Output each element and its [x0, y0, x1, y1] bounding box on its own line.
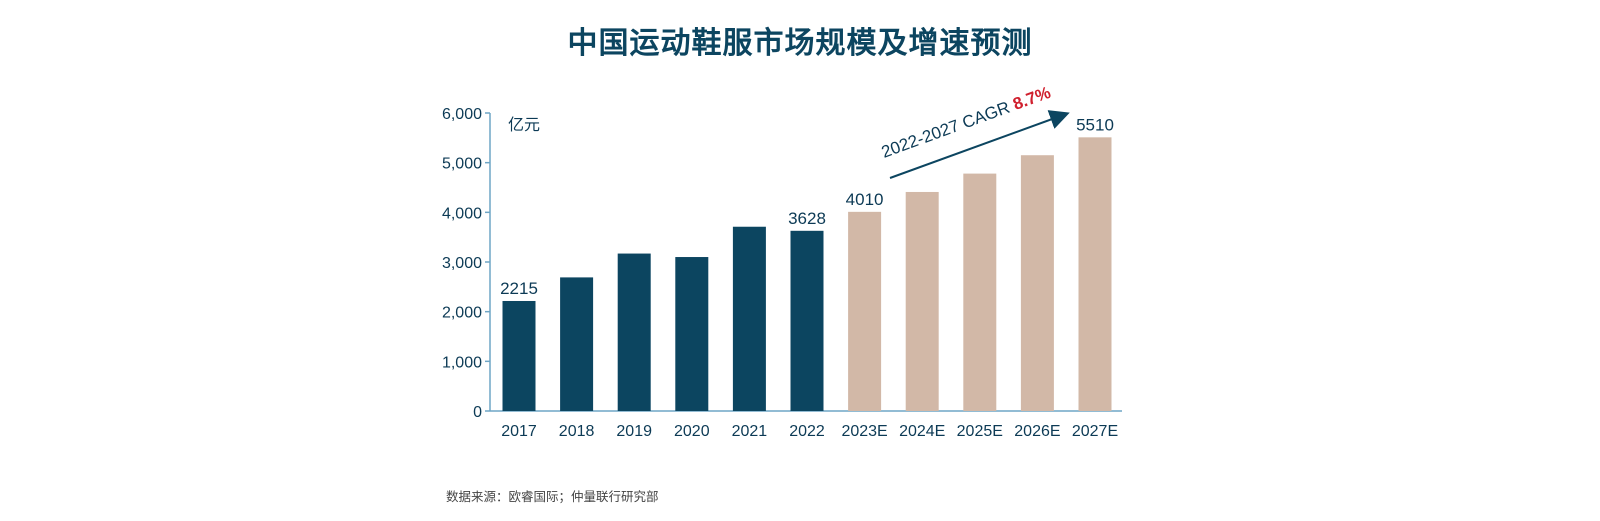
- bar-2021: [732, 226, 766, 411]
- chart-title: 中国运动鞋服市场规模及增速预测: [567, 26, 1033, 61]
- bar-2018: [560, 277, 594, 411]
- x-tick-label: 2027E: [1072, 423, 1118, 440]
- data-label-2023E: 4010: [846, 190, 884, 209]
- data-label-2017: 2215: [500, 279, 538, 298]
- x-tick-label: 2021: [732, 423, 768, 440]
- bar-2022: [790, 230, 824, 411]
- bar-2025E: [963, 173, 997, 411]
- data-label-2027E: 5510: [1076, 115, 1114, 134]
- cagr-value: 8.7%: [1010, 83, 1053, 114]
- cagr-text: 2022-2027 CAGR: [879, 96, 1017, 162]
- source-note: 数据来源：欧睿国际；仲量联行研究部: [446, 489, 659, 504]
- data-label-2022: 3628: [788, 209, 826, 228]
- bar-2017: [502, 300, 536, 411]
- cagr-arrow: [889, 110, 1070, 179]
- x-tick-label: 2026E: [1014, 423, 1060, 440]
- y-axis-label: 亿元: [508, 115, 540, 134]
- y-tick-label: 1,000: [442, 354, 482, 371]
- x-tick-label: 2020: [674, 423, 710, 440]
- bar-2024E: [905, 191, 939, 411]
- y-tick-label: 5,000: [442, 156, 482, 173]
- bar-2027E: [1078, 137, 1112, 411]
- x-tick-label: 2023E: [841, 423, 887, 440]
- x-tick-label: 2019: [616, 423, 652, 440]
- x-tick-label: 2025E: [957, 423, 1003, 440]
- x-tick-label: 2022: [789, 423, 825, 440]
- bar-2020: [675, 257, 709, 411]
- bar-2019: [617, 253, 651, 411]
- y-tick-label: 4,000: [442, 205, 482, 222]
- y-tick-label: 3,000: [442, 255, 482, 272]
- x-tick-label: 2024E: [899, 423, 945, 440]
- bar-2023E: [848, 211, 882, 411]
- y-tick-label: 2,000: [442, 305, 482, 322]
- x-tick-label: 2017: [501, 423, 537, 440]
- x-tick-label: 2018: [559, 423, 595, 440]
- y-tick-label: 0: [473, 404, 482, 421]
- y-tick-label: 6,000: [442, 106, 482, 123]
- bar-2026E: [1020, 155, 1054, 411]
